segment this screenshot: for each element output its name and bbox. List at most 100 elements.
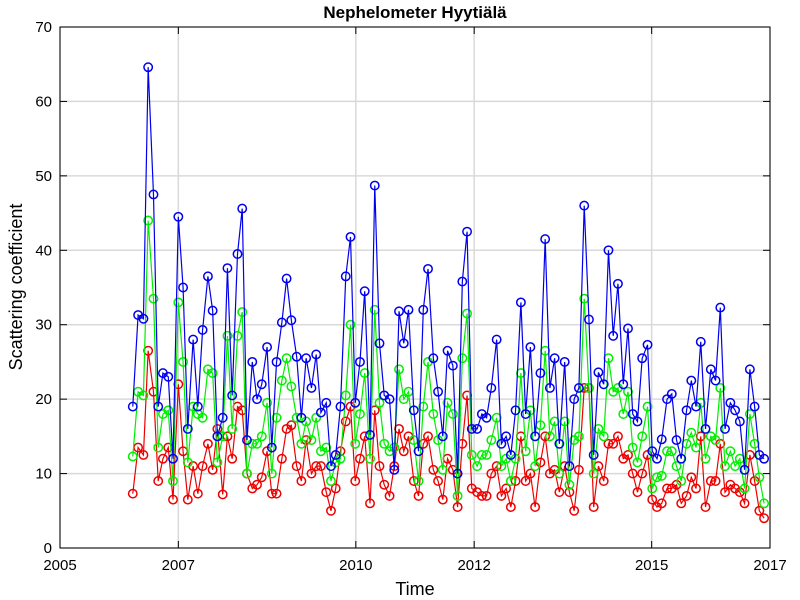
data-point bbox=[168, 453, 178, 464]
data-point bbox=[262, 342, 273, 352]
y-axis-label: Scattering coefficient bbox=[6, 204, 26, 371]
data-point bbox=[603, 438, 614, 449]
data-point bbox=[505, 450, 516, 460]
data-point bbox=[676, 453, 687, 464]
data-point bbox=[197, 412, 208, 423]
data-point bbox=[647, 494, 658, 505]
data-point bbox=[408, 435, 419, 446]
y-tick-label: 10 bbox=[35, 466, 52, 483]
data-point bbox=[423, 263, 433, 274]
data-point bbox=[671, 435, 682, 446]
data-point bbox=[311, 461, 322, 472]
data-point bbox=[127, 401, 138, 412]
data-point bbox=[178, 282, 189, 293]
data-point bbox=[496, 438, 507, 449]
data-point bbox=[579, 200, 590, 211]
data-point bbox=[734, 416, 745, 427]
series-line bbox=[132, 67, 765, 474]
data-point bbox=[744, 409, 755, 419]
data-point bbox=[192, 488, 203, 499]
data-point bbox=[237, 203, 248, 214]
data-point bbox=[603, 245, 614, 256]
data-point bbox=[695, 336, 706, 347]
data-point bbox=[296, 476, 307, 486]
x-tick-label: 2017 bbox=[753, 557, 786, 574]
data-point bbox=[612, 431, 623, 442]
data-point bbox=[593, 423, 604, 434]
data-point bbox=[647, 483, 658, 494]
data-point bbox=[725, 446, 736, 457]
data-point bbox=[296, 412, 307, 423]
data-point bbox=[457, 353, 468, 364]
data-point bbox=[330, 450, 341, 460]
data-point bbox=[335, 401, 346, 412]
data-point bbox=[520, 476, 531, 486]
data-point bbox=[153, 401, 164, 412]
data-point bbox=[700, 502, 711, 513]
data-point bbox=[588, 450, 599, 460]
data-point bbox=[266, 468, 277, 479]
data-point bbox=[515, 297, 526, 308]
data-point bbox=[481, 490, 492, 501]
data-point bbox=[374, 461, 385, 472]
data-point bbox=[286, 381, 297, 392]
data-point bbox=[530, 502, 541, 513]
data-point bbox=[720, 487, 730, 498]
data-point bbox=[505, 476, 516, 486]
data-point bbox=[222, 330, 233, 341]
data-point bbox=[192, 401, 203, 412]
data-point bbox=[598, 379, 609, 390]
data-point bbox=[608, 438, 619, 449]
data-point bbox=[306, 468, 317, 479]
data-point bbox=[252, 479, 262, 490]
data-point bbox=[212, 431, 223, 442]
data-point bbox=[749, 401, 760, 412]
data-point bbox=[384, 490, 395, 501]
data-point bbox=[197, 461, 208, 472]
data-point bbox=[569, 394, 580, 405]
data-point bbox=[418, 304, 429, 315]
data-point bbox=[247, 356, 258, 367]
data-point bbox=[700, 453, 711, 464]
data-point bbox=[340, 390, 351, 401]
data-point bbox=[350, 438, 361, 449]
data-point bbox=[754, 505, 765, 516]
data-point bbox=[276, 375, 287, 386]
data-point bbox=[291, 461, 302, 472]
data-point bbox=[345, 319, 356, 330]
data-point bbox=[143, 62, 154, 73]
data-point bbox=[379, 438, 390, 449]
data-point bbox=[286, 315, 297, 326]
x-tick-label: 2012 bbox=[457, 557, 490, 574]
data-point bbox=[486, 435, 497, 446]
data-point bbox=[505, 502, 516, 513]
data-point bbox=[686, 427, 697, 438]
data-point bbox=[642, 339, 653, 350]
data-point bbox=[618, 379, 629, 390]
data-point bbox=[242, 468, 252, 479]
data-point bbox=[720, 461, 730, 472]
data-point bbox=[705, 364, 716, 375]
data-point bbox=[355, 453, 365, 464]
data-point bbox=[355, 409, 365, 419]
data-point bbox=[271, 356, 282, 367]
data-point bbox=[442, 345, 453, 356]
data-point bbox=[549, 416, 560, 427]
data-point bbox=[686, 375, 697, 386]
data-point bbox=[148, 189, 159, 200]
data-point bbox=[549, 353, 560, 364]
data-point bbox=[647, 446, 658, 457]
data-point bbox=[573, 383, 584, 393]
data-point bbox=[418, 401, 429, 412]
data-point bbox=[168, 476, 178, 486]
data-point bbox=[286, 420, 297, 431]
data-point bbox=[476, 490, 487, 501]
data-point bbox=[359, 368, 370, 379]
data-point bbox=[311, 349, 322, 360]
data-point bbox=[671, 461, 682, 472]
data-point bbox=[730, 461, 741, 472]
data-point bbox=[271, 412, 282, 423]
data-point bbox=[227, 453, 238, 464]
data-point bbox=[326, 476, 336, 486]
data-point bbox=[398, 446, 409, 457]
